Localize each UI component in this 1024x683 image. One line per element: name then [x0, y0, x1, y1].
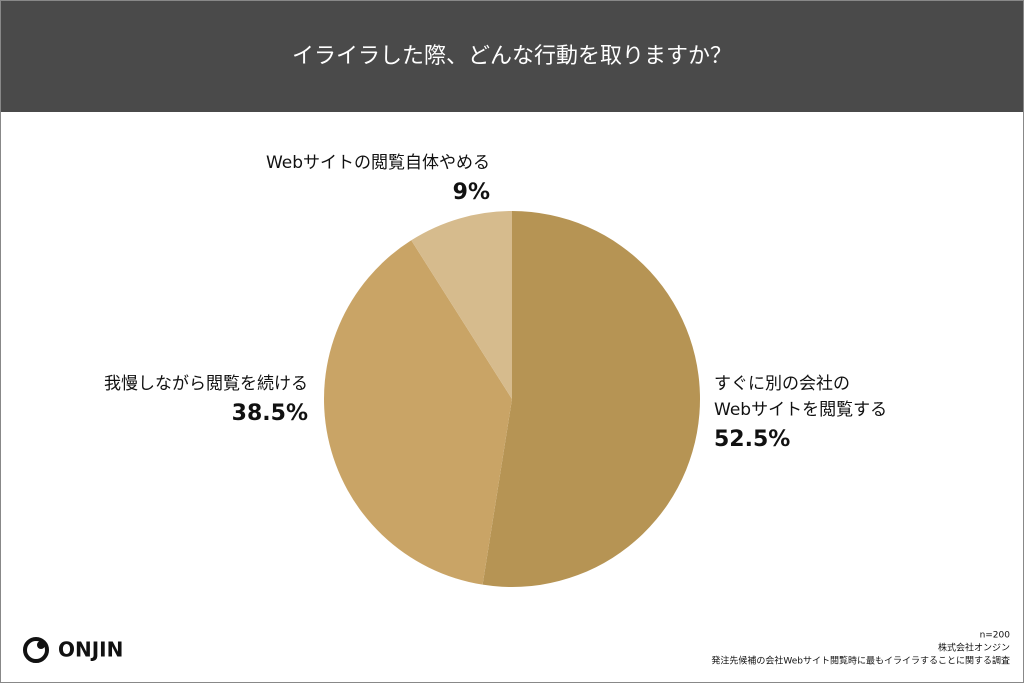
logo-icon — [23, 637, 49, 663]
footer-note: n=200 — [980, 631, 1011, 641]
value-label: 9% — [453, 180, 490, 205]
chart-title: イライラした際、どんな行動を取りますか？ — [292, 44, 732, 69]
slice-label: すぐに別の会社の — [714, 374, 850, 394]
slice-label: Webサイトの閲覧自体やめる — [266, 153, 490, 173]
pie-slice — [482, 211, 701, 588]
logo-icon-dot — [37, 641, 45, 649]
footer-note: 発注先候補の会社Webサイト閲覧時に最もイライラすることに関する調査 — [711, 655, 1010, 667]
pie-slice — [324, 240, 512, 585]
value-label: 38.5% — [232, 401, 308, 426]
pie-slice — [411, 211, 512, 399]
slice-label: Webサイトを閲覧する — [714, 400, 887, 420]
logo: ONJIN — [23, 637, 123, 663]
logo-text: ONJIN — [58, 638, 123, 662]
value-label: 52.5% — [714, 427, 790, 452]
footer-note: 株式会社オンジン — [938, 642, 1010, 654]
header-band — [1, 1, 1023, 112]
slice-label: 我慢しながら閲覧を続ける — [104, 373, 308, 394]
